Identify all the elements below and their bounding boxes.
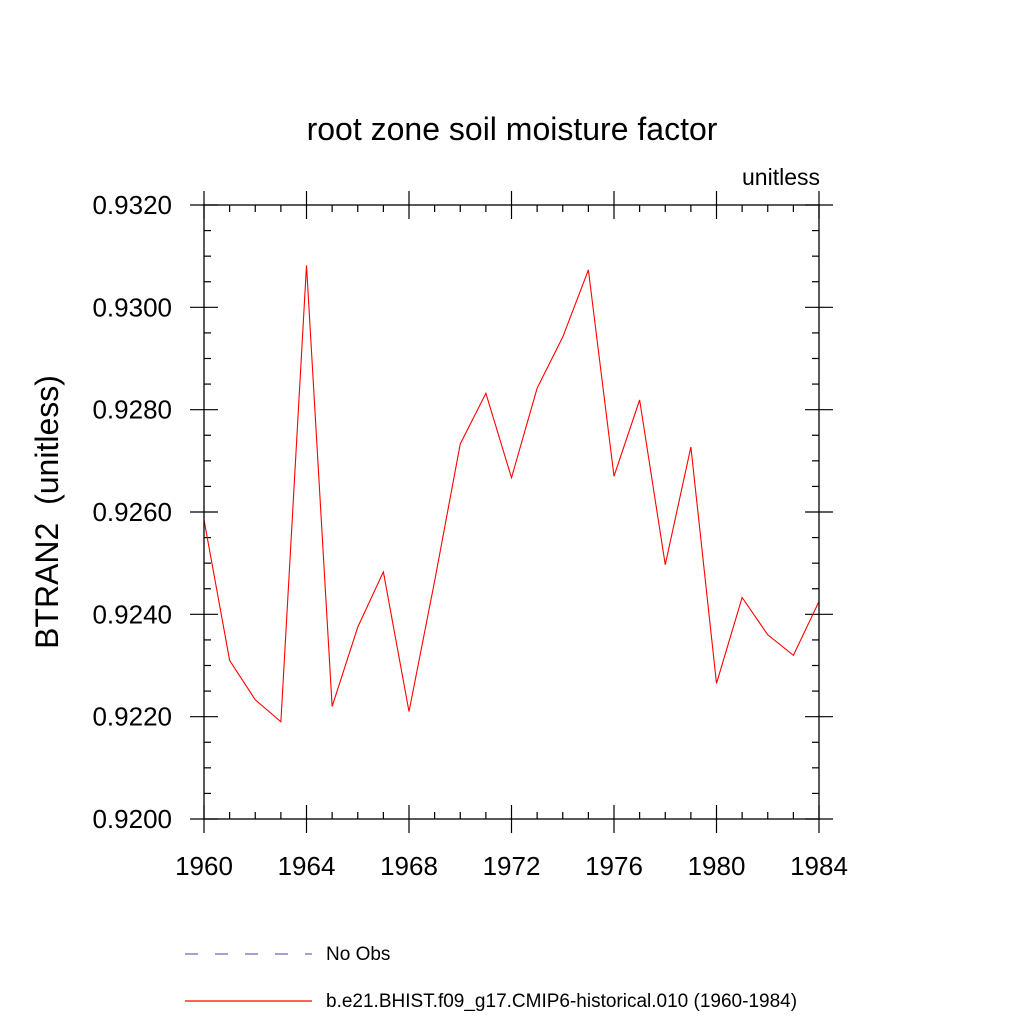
axis-ticks <box>190 191 833 833</box>
chart-title: root zone soil moisture factor <box>307 111 718 147</box>
tick-labels: 1960 1964 1968 1972 1976 1980 1984 0.9200 0.9220… <box>92 190 847 881</box>
x-tick-label: 1968 <box>380 851 438 881</box>
y-tick-label: 0.9280 <box>92 395 172 425</box>
legend-label-model: b.e21.BHIST.f09_g17.CMIP6-historical.010… <box>326 991 797 1012</box>
x-tick-label: 1972 <box>483 851 541 881</box>
y-tick-label: 0.9240 <box>92 599 172 629</box>
plot-lines <box>203 265 820 723</box>
x-tick-label: 1976 <box>585 851 643 881</box>
x-tick-label: 1960 <box>175 851 233 881</box>
y-axis-label: BTRAN2 (unitless) <box>29 375 65 649</box>
legend: No Obs b.e21.BHIST.f09_g17.CMIP6-histori… <box>185 944 797 1012</box>
plot-frame <box>203 204 820 820</box>
x-tick-label: 1984 <box>790 851 848 881</box>
x-tick-label: 1964 <box>278 851 336 881</box>
y-tick-label: 0.9300 <box>92 292 172 322</box>
x-tick-label: 1980 <box>688 851 746 881</box>
units-label: unitless <box>742 164 820 190</box>
legend-label-no-obs: No Obs <box>326 944 390 965</box>
y-tick-label: 0.9260 <box>92 497 172 527</box>
y-tick-label: 0.9320 <box>92 190 172 220</box>
y-tick-label: 0.9200 <box>92 804 172 834</box>
y-tick-label: 0.9220 <box>92 702 172 732</box>
series-line <box>203 265 820 723</box>
